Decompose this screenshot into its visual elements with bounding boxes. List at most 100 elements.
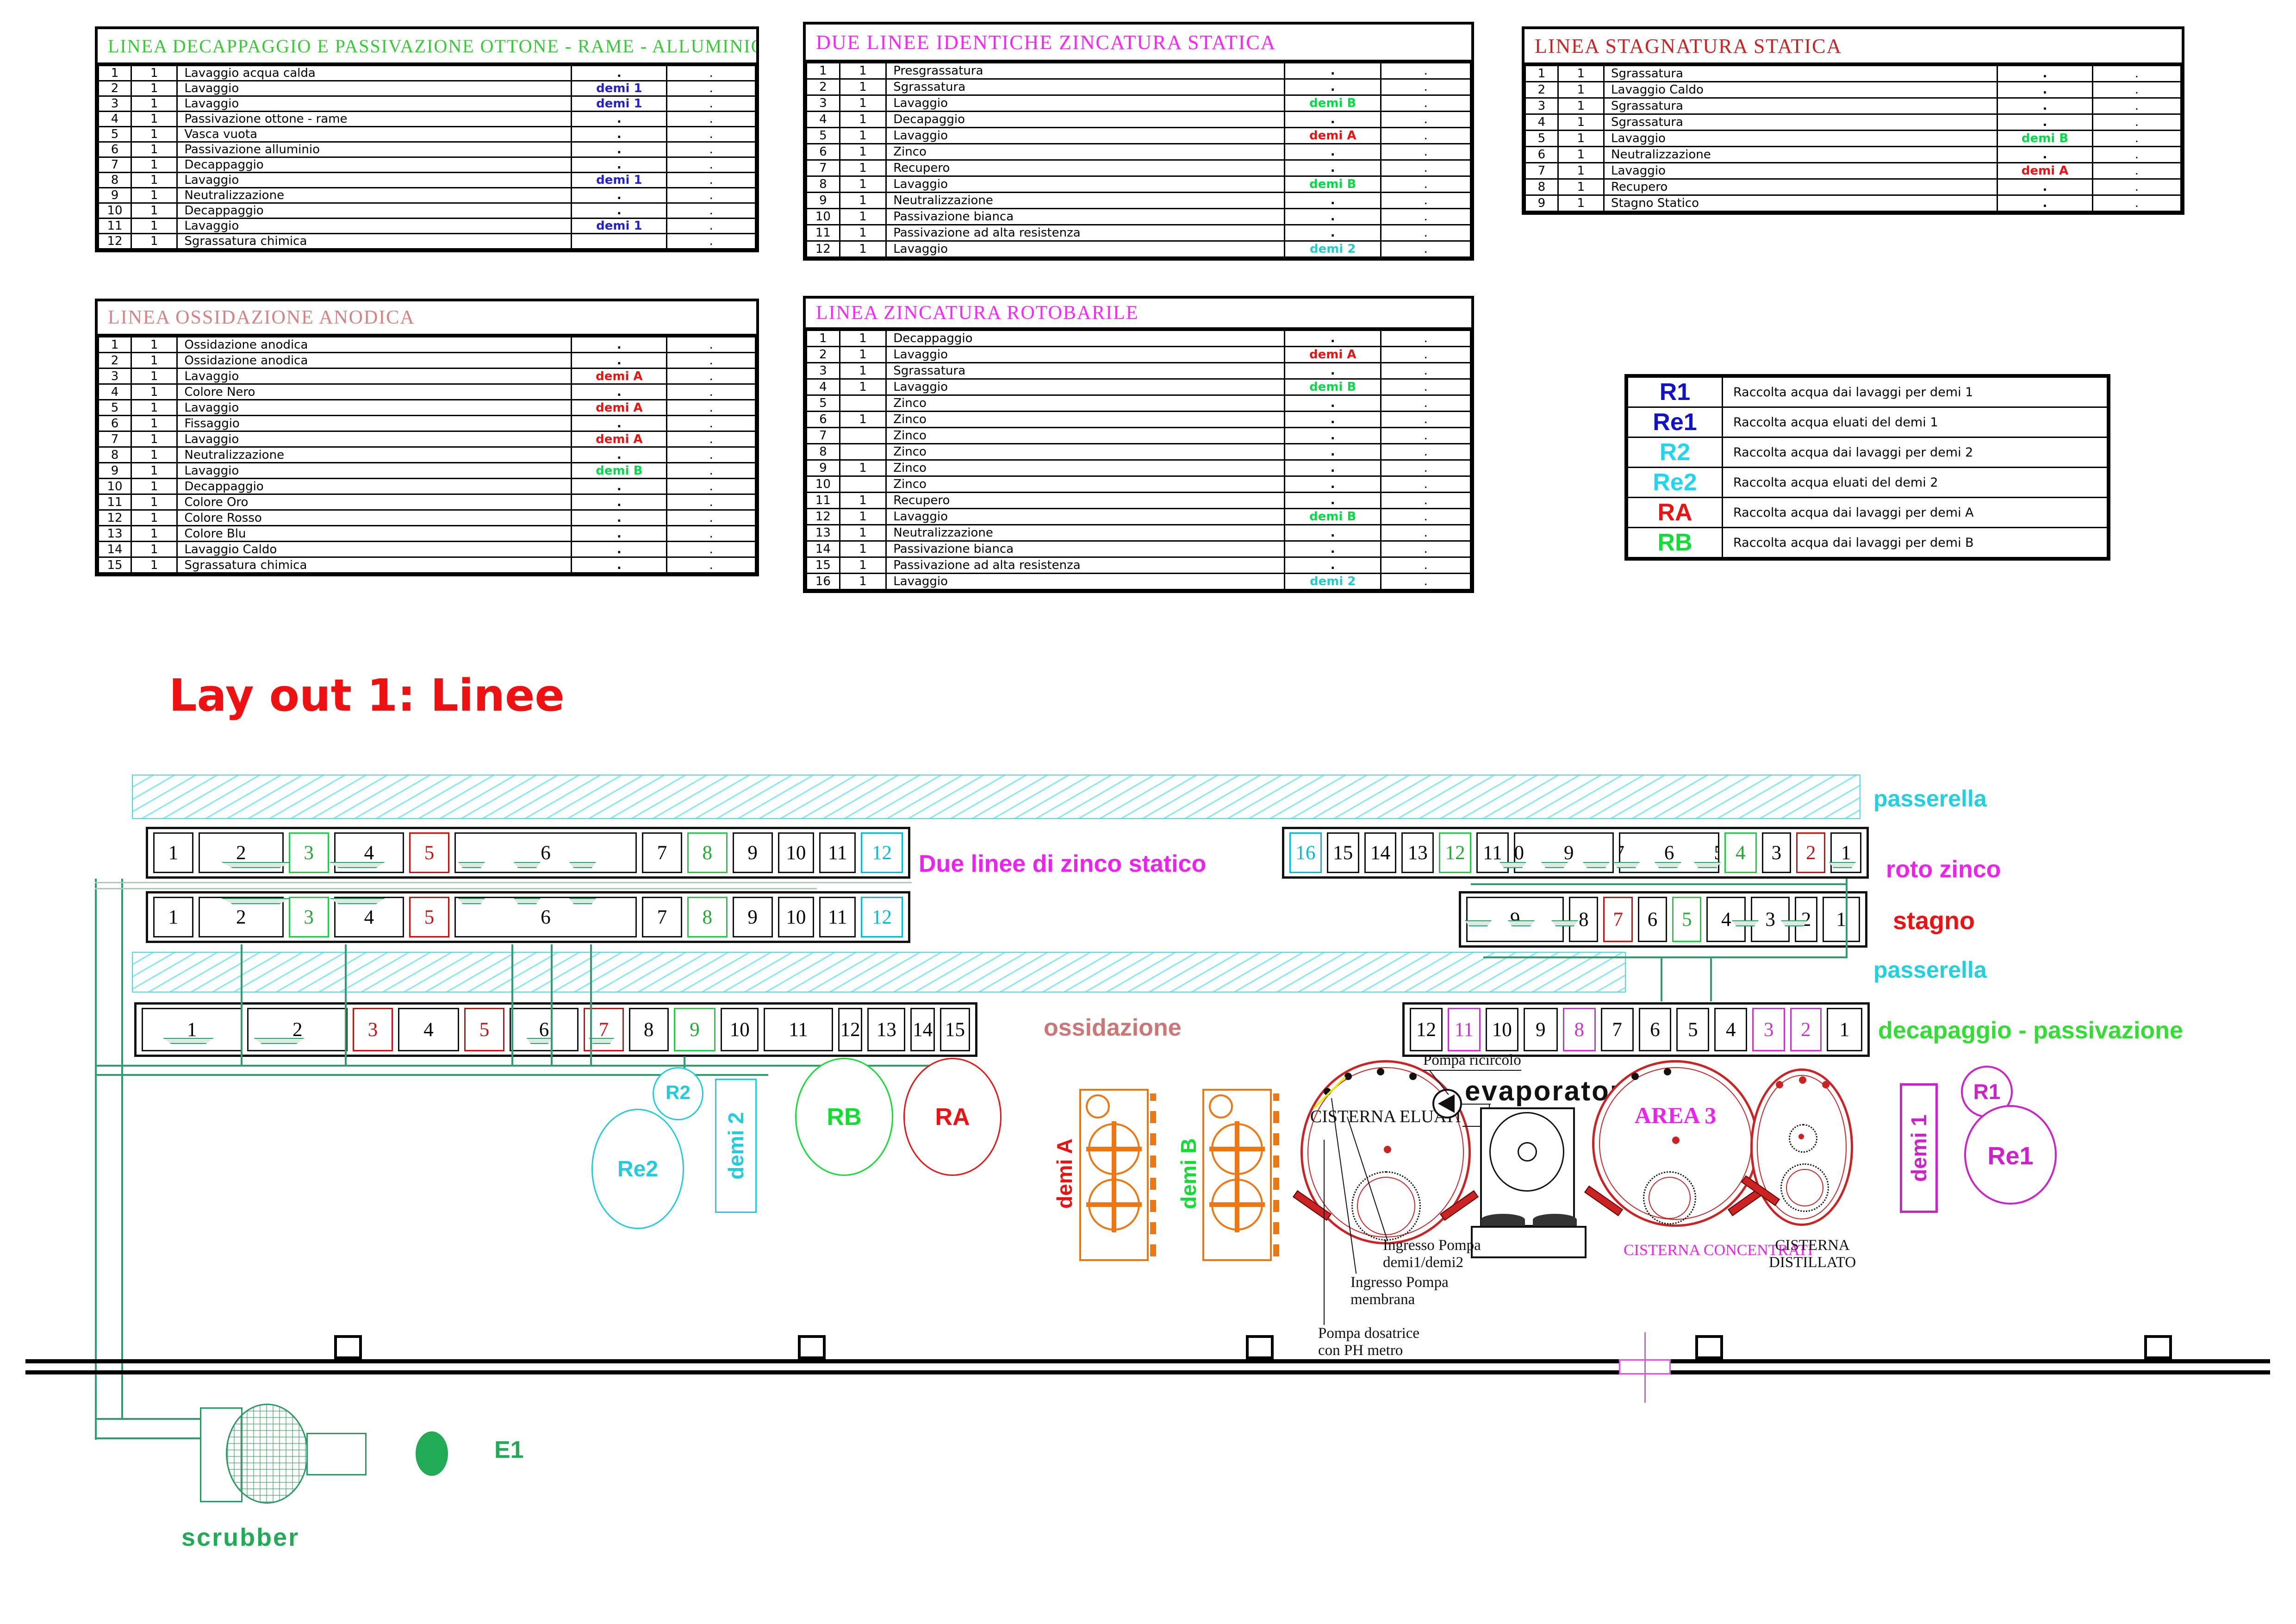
row-number: 8 [98,446,132,463]
legend-code: RB [1627,527,1723,558]
row-number: 6 [806,411,840,428]
row-demi: demi 1 [571,218,668,234]
row-name: Sgrassatura chimica [176,233,572,250]
row-dot: . [2091,178,2182,196]
wall-line [1671,1370,2270,1374]
row-number: 9 [1524,194,1559,212]
row-number: 7 [98,156,132,173]
row-qty: 1 [130,368,178,385]
row-number: 6 [98,415,132,432]
row-demi: demi A [1997,162,2093,180]
manhole-inner [1786,1169,1823,1206]
row-qty: 1 [1557,194,1605,212]
row-dot: . [666,80,756,97]
table-row: 14 1 Lavaggio Caldo . . [98,541,756,558]
row-qty: 1 [839,240,887,258]
table-title: LINEA STAGNATURA STATICA [1524,29,2182,65]
row-dot: . [1380,556,1471,574]
legend-row: Re1 Raccolta acqua eluati del demi 1 [1627,406,2108,438]
nozzle [1664,1068,1671,1075]
tank-cell: 12 [1410,1008,1443,1051]
weir-mark [514,898,541,904]
tank-cell: 12 [861,832,903,873]
tank-cell: 11 [819,832,856,873]
table-row: 15 1 Passivazione ad alta resistenza . . [806,556,1471,574]
row-demi: . [571,65,668,81]
legend-code: RA [1627,497,1723,528]
row-qty: 1 [1557,81,1605,99]
row-name: Lavaggio [885,240,1286,258]
row-demi: demi B [1284,378,1382,396]
tank-cell: 11 [1447,1008,1481,1051]
table-row: 10 Zinco . . [806,475,1471,493]
table-row: 4 1 Decapaggio . . [806,111,1471,128]
row-number: 3 [806,94,840,112]
demi-a-unit [1079,1089,1156,1261]
tank-cell: 7 [584,1008,624,1051]
row-name: Lavaggio [885,94,1286,112]
row-dot: . [1380,159,1471,177]
row-name: Recupero [885,159,1286,177]
row-name: Neutralizzazione [1603,146,1998,163]
evaporatore-hub [1518,1142,1537,1162]
tank-cell: 11 [764,1008,833,1051]
row-number: 6 [1524,146,1559,163]
row-number: 1 [806,330,840,347]
passerella-band-top [132,775,1860,819]
table-grid: 1 1 Presgrassatura . . 2 1 Sgrassatura .… [806,62,1471,258]
row-name: Ossidazione anodica [176,352,572,369]
tank-cell: 9 [732,897,773,937]
table-row: 6 1 Neutralizzazione . . [1524,146,2182,163]
table-row: 3 1 Sgrassatura . . [1524,97,2182,115]
pipe-line [590,944,592,1066]
demi-column [1086,1177,1142,1232]
demi-a-label: demi A [1051,1097,1078,1250]
row-number: 13 [806,524,840,542]
area3-label: AREA 3 [1634,1102,1717,1128]
row-demi: demi A [1284,127,1382,144]
weir-mark [1500,862,1526,868]
table-row: 12 1 Lavaggio demi B . [806,508,1471,525]
row-name: Vasca vuota [176,126,572,143]
table-row: 10 1 Decappaggio . . [98,202,756,219]
row-demi: . [1284,556,1382,574]
e1-fan [416,1431,448,1476]
table-ossidazione-anodica: LINEA OSSIDAZIONE ANODICA 1 1 Ossidazion… [95,299,759,576]
table-row: 3 1 Lavaggio demi B . [806,94,1471,112]
line-roto-zinco: 16 15 14 13 12 11 10 9 8 7 6 5 4 3 2 1 [1282,827,1869,879]
row-demi: demi A [571,368,668,385]
row-demi: . [1284,411,1382,428]
row-number: 5 [98,399,132,416]
row-dot: . [1380,127,1471,144]
row-name: Lavaggio [176,399,572,416]
pompa-ricircolo-label: Pompa ricircolo [1423,1052,1521,1071]
row-name: Colore Blu [176,525,572,542]
row-demi: . [1284,78,1382,96]
row-demi: . [571,383,668,400]
row-name: Decappaggio [176,156,572,173]
row-dot: . [1380,62,1471,80]
pipe-line [121,879,123,1419]
decapaggio-label: decapaggio - passivazione [1878,1017,2183,1044]
wall-line [1671,1359,2270,1363]
manhole [1351,1171,1421,1241]
tank-cell: 1 [142,1008,243,1051]
door-centerline [1644,1332,1646,1403]
row-name: Passivazione bianca [885,540,1286,558]
pipe-line [241,944,243,1066]
weir-mark [330,862,385,868]
row-number: 12 [806,508,840,525]
row-number: 12 [98,233,132,250]
row-number: 16 [806,573,840,590]
row-demi: . [571,415,668,432]
table-row: 3 1 Sgrassatura . . [806,362,1471,380]
tank-cell: 13 [1401,832,1434,873]
line-ossidazione: 1 2 3 4 5 6 7 8 9 10 11 12 13 14 15 [134,1002,977,1057]
row-name: Lavaggio [885,127,1286,144]
pipe-line [1710,958,1712,1001]
tank-cell: 4 [398,1008,460,1051]
row-demi: demi B [571,462,668,479]
row-demi: . [1284,443,1382,461]
passerella-label-top: passerella [1873,786,1987,812]
